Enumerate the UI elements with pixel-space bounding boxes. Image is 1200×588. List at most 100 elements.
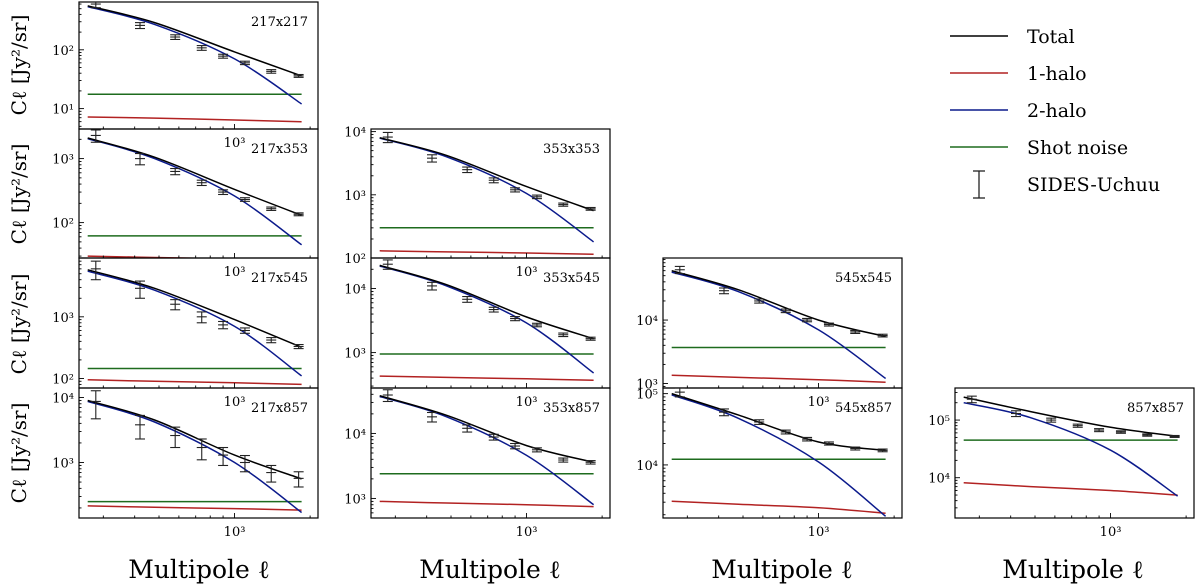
data-point-545x857-0 — [674, 388, 685, 398]
data-point-217x545-4 — [218, 320, 229, 330]
xlabel-col-1: Multipole ℓ — [128, 555, 270, 584]
data-point-217x353-0 — [90, 129, 101, 143]
series-line-one-halo-545x545 — [671, 374, 886, 383]
series-line-total-217x545 — [87, 269, 302, 348]
data-point-545x545-7 — [877, 333, 888, 338]
series-line-two-halo-217x545 — [87, 270, 303, 377]
ytick-label-217x217-0: 10¹ — [52, 103, 74, 118]
panel-plot-area-217x353 — [87, 129, 304, 258]
legend-label-1-halo: 1-halo — [1027, 63, 1087, 85]
data-point-217x545-5 — [239, 327, 250, 334]
panel-title-545x545: 545x545 — [835, 271, 892, 286]
legend-label-total: Total — [1027, 26, 1075, 48]
data-point-545x857-6 — [850, 446, 861, 451]
series-line-total-217x353 — [87, 137, 302, 217]
data-point-857x857-3 — [1072, 423, 1083, 428]
data-point-353x545-7 — [585, 336, 596, 341]
series-line-one-halo-217x217 — [87, 116, 302, 123]
data-point-217x545-3 — [196, 311, 207, 324]
ytick-label-857x857-1: 10⁵ — [928, 414, 950, 429]
panel-title-217x217: 217x217 — [251, 15, 308, 30]
xtick-label-545x857: 10³ — [808, 525, 830, 540]
series-line-one-halo-353x545 — [379, 375, 594, 381]
data-point-217x217-2 — [170, 34, 181, 40]
ytick-label-217x857-0: 10³ — [52, 456, 74, 471]
xtick-label-353x545: 10³ — [516, 395, 538, 410]
data-point-857x857-0 — [966, 395, 977, 404]
ytick-label-545x857-0: 10⁴ — [636, 459, 658, 474]
ytick-label-217x857-1: 10⁴ — [52, 391, 74, 406]
xtick-label-217x217: 10³ — [224, 136, 246, 151]
series-line-total-857x857 — [963, 396, 1178, 438]
data-point-353x545-6 — [558, 332, 569, 338]
data-point-217x857-4 — [218, 446, 229, 467]
data-point-217x217-4 — [218, 53, 229, 59]
panel-217x217: 10¹ 10² 10³ 217x217 — [52, 1, 319, 151]
data-point-545x857-3 — [780, 429, 791, 435]
data-point-217x545-0 — [90, 260, 101, 281]
xtick-label-217x545: 10³ — [224, 395, 246, 410]
xlabel-col-4: Multipole ℓ — [1002, 555, 1144, 584]
panel-plot-area-353x353 — [379, 131, 596, 255]
xtick-label-353x857: 10³ — [516, 525, 538, 540]
data-point-857x857-6 — [1142, 433, 1153, 437]
panel-217x545: 10² 10³ 10³ 217x545 — [52, 257, 319, 410]
data-point-353x545-5 — [531, 322, 542, 328]
panel-frame-545x857 — [662, 387, 903, 519]
legend-item-2-halo: 2-halo — [950, 100, 1087, 122]
legend-label-2-halo: 2-halo — [1027, 100, 1087, 122]
data-point-217x353-7 — [293, 212, 304, 217]
series-line-two-halo-217x857 — [87, 400, 303, 514]
data-point-353x857-4 — [510, 442, 521, 450]
panel-title-353x353: 353x353 — [543, 142, 600, 157]
panel-353x545: 10³ 10⁴ 10³ 353x545 — [344, 257, 611, 410]
series-line-two-halo-545x857 — [671, 394, 887, 517]
ytick-label-217x217-1: 10² — [52, 44, 74, 59]
data-point-217x545-2 — [170, 299, 181, 311]
data-point-217x857-6 — [266, 464, 277, 483]
legend: Total 1-halo 2-halo Shot noise SIDES-Uch… — [950, 26, 1160, 199]
data-point-217x857-1 — [135, 414, 146, 440]
ylabel-row-1: Cℓ [Jy²/sr] — [7, 15, 31, 116]
data-point-217x353-1 — [135, 152, 146, 166]
ytick-label-217x545-1: 10³ — [52, 311, 74, 326]
data-point-353x353-3 — [488, 177, 499, 184]
panel-title-353x857: 353x857 — [543, 401, 600, 416]
xlabel-col-3: Multipole ℓ — [711, 555, 853, 584]
panel-plot-area-353x545 — [379, 259, 596, 381]
xlabel-col-2: Multipole ℓ — [419, 555, 561, 584]
series-line-one-halo-353x353 — [379, 250, 594, 255]
xtick-label-857x857: 10³ — [1100, 525, 1122, 540]
data-point-353x857-5 — [531, 447, 542, 453]
data-point-857x857-7 — [1169, 434, 1180, 438]
panel-title-217x545: 217x545 — [251, 271, 308, 286]
xtick-label-353x353: 10³ — [516, 265, 538, 280]
ytick-label-353x857-1: 10⁴ — [344, 427, 366, 442]
data-point-545x545-3 — [780, 308, 791, 314]
data-point-353x545-0 — [382, 259, 393, 270]
legend-item-sides-uchuu: SIDES-Uchuu — [973, 170, 1160, 199]
panel-title-217x353: 217x353 — [251, 142, 308, 157]
data-point-217x353-4 — [218, 189, 229, 196]
data-point-217x353-6 — [266, 206, 277, 211]
ytick-label-545x857-1: 10⁵ — [636, 388, 658, 403]
panel-title-217x857: 217x857 — [251, 401, 308, 416]
data-point-545x857-1 — [719, 408, 730, 417]
panels: 10¹10²10³217x21710²10³10³217x35310²10³10… — [52, 1, 1195, 540]
data-point-353x857-2 — [462, 424, 473, 433]
data-point-545x545-6 — [850, 329, 861, 335]
data-point-545x857-4 — [802, 436, 813, 442]
data-point-217x353-2 — [170, 167, 181, 176]
ylabel-row-3: Cℓ [Jy²/sr] — [7, 274, 31, 375]
data-point-217x217-6 — [266, 69, 277, 74]
data-point-217x217-3 — [196, 45, 207, 51]
data-point-353x545-1 — [427, 281, 438, 291]
data-point-353x353-5 — [531, 194, 542, 200]
data-point-545x857-2 — [754, 419, 765, 425]
ytick-label-353x353-1: 10³ — [344, 189, 366, 204]
data-point-353x857-1 — [427, 411, 438, 423]
data-point-353x857-7 — [585, 460, 596, 465]
panel-plot-area-545x545 — [671, 265, 888, 383]
series-line-total-353x857 — [379, 394, 594, 464]
ytick-label-353x857-0: 10³ — [344, 492, 366, 507]
